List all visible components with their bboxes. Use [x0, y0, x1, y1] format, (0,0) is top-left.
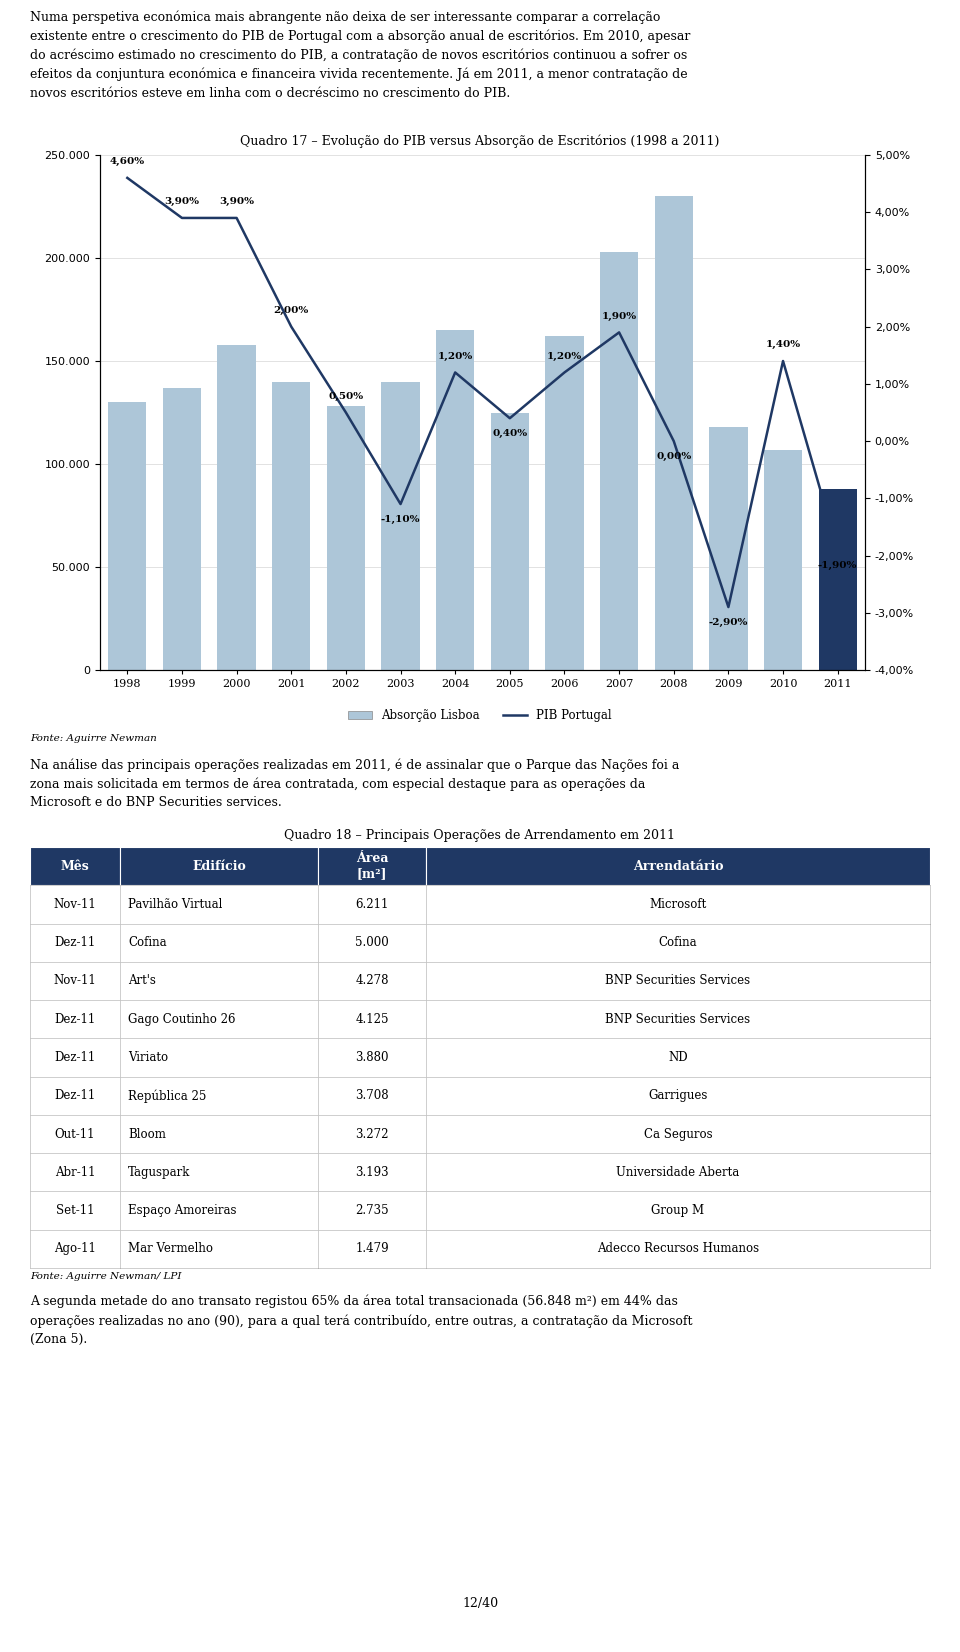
Text: Fonte: Aguirre Newman: Fonte: Aguirre Newman: [30, 733, 156, 743]
Text: 3.193: 3.193: [355, 1166, 389, 1180]
Bar: [163, 388, 201, 671]
Text: Ca Seguros: Ca Seguros: [644, 1128, 712, 1140]
Bar: [436, 330, 474, 671]
Text: Art's: Art's: [128, 975, 156, 988]
Text: 3,90%: 3,90%: [164, 197, 200, 206]
Text: Dez-11: Dez-11: [55, 937, 96, 950]
Text: Quadro 18 – Principais Operações de Arrendamento em 2011: Quadro 18 – Principais Operações de Arre…: [284, 829, 676, 843]
Text: Adecco Recursos Humanos: Adecco Recursos Humanos: [597, 1242, 759, 1256]
Text: 6.211: 6.211: [355, 899, 389, 910]
Text: Cofina: Cofina: [128, 937, 166, 950]
Text: 3,90%: 3,90%: [219, 197, 254, 206]
Text: Universidade Aberta: Universidade Aberta: [616, 1166, 739, 1180]
Text: Arrendatário: Arrendatário: [633, 859, 723, 872]
Bar: [326, 406, 365, 671]
Text: 4,60%: 4,60%: [109, 157, 145, 165]
Text: Mês: Mês: [60, 859, 89, 872]
Text: 2.735: 2.735: [355, 1204, 389, 1218]
Text: Garrigues: Garrigues: [648, 1089, 708, 1102]
Text: 12/40: 12/40: [462, 1597, 498, 1611]
Text: 4.278: 4.278: [355, 975, 389, 988]
Text: Cofina: Cofina: [659, 937, 697, 950]
Text: BNP Securities Services: BNP Securities Services: [606, 975, 751, 988]
Text: 4.125: 4.125: [355, 1013, 389, 1026]
Bar: [600, 251, 638, 671]
Bar: [381, 382, 420, 671]
Text: Dez-11: Dez-11: [55, 1089, 96, 1102]
Text: Gago Coutinho 26: Gago Coutinho 26: [128, 1013, 235, 1026]
Text: 5.000: 5.000: [355, 937, 389, 950]
Bar: [819, 489, 857, 671]
Text: -1,90%: -1,90%: [818, 562, 857, 570]
Text: 2,00%: 2,00%: [274, 306, 309, 316]
Text: Fonte: Aguirre Newman/ LPI: Fonte: Aguirre Newman/ LPI: [30, 1272, 181, 1280]
Bar: [108, 401, 147, 671]
Text: República 25: República 25: [128, 1089, 206, 1102]
Text: BNP Securities Services: BNP Securities Services: [606, 1013, 751, 1026]
Text: Microsoft: Microsoft: [649, 899, 707, 910]
Text: 1,90%: 1,90%: [602, 312, 636, 320]
Text: Nov-11: Nov-11: [54, 975, 96, 988]
Text: Nov-11: Nov-11: [54, 899, 96, 910]
Text: 1.479: 1.479: [355, 1242, 389, 1256]
Bar: [491, 413, 529, 671]
Text: Numa perspetiva económica mais abrangente não deixa de ser interessante comparar: Numa perspetiva económica mais abrangent…: [30, 10, 690, 99]
Text: Viriato: Viriato: [128, 1051, 168, 1064]
Text: -2,90%: -2,90%: [708, 618, 748, 628]
Bar: [709, 426, 748, 671]
Bar: [218, 345, 255, 671]
Text: Bloom: Bloom: [128, 1128, 166, 1140]
Text: Abr-11: Abr-11: [55, 1166, 95, 1180]
Legend: Absorção Lisboa, PIB Portugal: Absorção Lisboa, PIB Portugal: [344, 704, 616, 727]
Bar: [272, 382, 310, 671]
Text: Na análise das principais operações realizadas em 2011, é de assinalar que o Par: Na análise das principais operações real…: [30, 758, 680, 809]
Text: Mar Vermelho: Mar Vermelho: [128, 1242, 213, 1256]
Text: 0,50%: 0,50%: [328, 392, 364, 401]
Text: Edifício: Edifício: [192, 859, 246, 872]
Text: 1,40%: 1,40%: [765, 340, 801, 349]
Bar: [764, 449, 803, 671]
Text: Group M: Group M: [652, 1204, 705, 1218]
Text: ND: ND: [668, 1051, 687, 1064]
Text: 3.708: 3.708: [355, 1089, 389, 1102]
Text: Quadro 17 – Evolução do PIB versus Absorção de Escritórios (1998 a 2011): Quadro 17 – Evolução do PIB versus Absor…: [240, 134, 720, 147]
Bar: [655, 197, 693, 671]
Text: Dez-11: Dez-11: [55, 1051, 96, 1064]
Text: 3.272: 3.272: [355, 1128, 389, 1140]
Text: Taguspark: Taguspark: [128, 1166, 190, 1180]
Text: Out-11: Out-11: [55, 1128, 95, 1140]
Text: 1,20%: 1,20%: [547, 352, 582, 360]
Bar: [545, 337, 584, 671]
Text: 0,00%: 0,00%: [656, 453, 691, 461]
Text: 3.880: 3.880: [355, 1051, 389, 1064]
Text: -1,10%: -1,10%: [381, 515, 420, 524]
Text: Espaço Amoreiras: Espaço Amoreiras: [128, 1204, 236, 1218]
Text: 0,40%: 0,40%: [492, 430, 527, 438]
Text: Ago-11: Ago-11: [54, 1242, 96, 1256]
Text: Dez-11: Dez-11: [55, 1013, 96, 1026]
Text: Pavilhão Virtual: Pavilhão Virtual: [128, 899, 223, 910]
Text: 1,20%: 1,20%: [438, 352, 473, 360]
Text: A segunda metade do ano transato registou 65% da área total transacionada (56.84: A segunda metade do ano transato registo…: [30, 1295, 692, 1346]
Text: Área
[m²]: Área [m²]: [356, 852, 388, 881]
Text: Set-11: Set-11: [56, 1204, 94, 1218]
